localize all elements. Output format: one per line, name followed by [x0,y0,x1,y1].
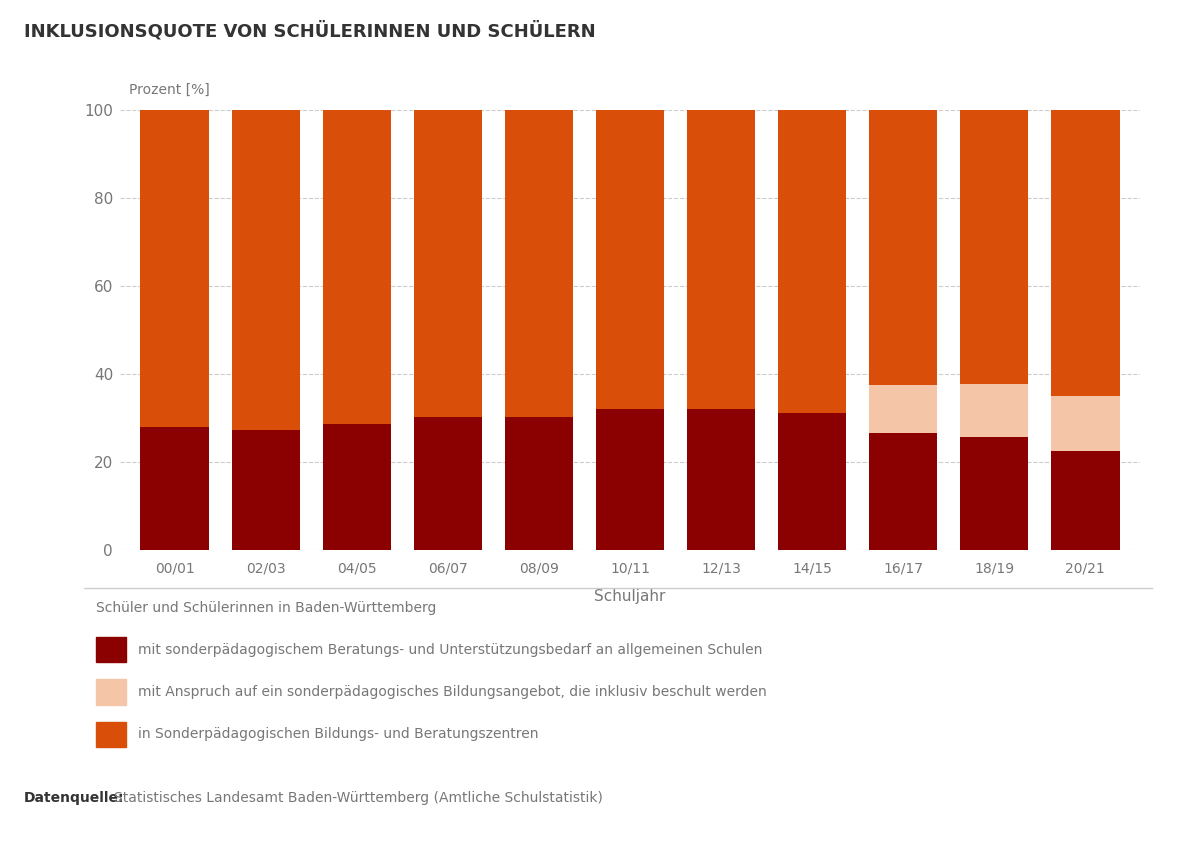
Bar [778,110,846,413]
Text: Statistisches Landesamt Baden-Württemberg (Amtliche Schulstatistik): Statistisches Landesamt Baden-Württember… [114,791,602,805]
Bar [1051,451,1120,550]
Bar [960,110,1028,384]
Bar [232,110,300,431]
Bar [778,413,846,550]
Bar [323,110,391,424]
Bar [505,110,574,417]
Bar [323,424,391,550]
Bar [869,110,937,385]
Text: Schüler und Schülerinnen in Baden-Württemberg: Schüler und Schülerinnen in Baden-Württe… [96,601,437,615]
Text: mit sonderpädagogischem Beratungs- und Unterstützungsbedarf an allgemeinen Schul: mit sonderpädagogischem Beratungs- und U… [138,643,762,656]
Text: in Sonderpädagogischen Bildungs- und Beratungszentren: in Sonderpädagogischen Bildungs- und Ber… [138,728,539,741]
Bar [1051,110,1120,396]
Bar [960,437,1028,550]
Bar [686,110,755,409]
Bar [140,110,209,426]
Bar [414,417,482,550]
Bar [1051,396,1120,451]
Bar [960,384,1028,437]
Text: Prozent [%]: Prozent [%] [130,83,210,96]
Bar [140,426,209,550]
Bar [686,409,755,550]
Text: mit Anspruch auf ein sonderpädagogisches Bildungsangebot, die inklusiv beschult : mit Anspruch auf ein sonderpädagogisches… [138,685,767,699]
Bar [414,110,482,417]
Bar [869,385,937,433]
Bar [869,433,937,550]
Bar [505,417,574,550]
Bar [596,110,664,409]
Bar [232,431,300,550]
Text: INKLUSIONSQUOTE VON SCHÜLERINNEN UND SCHÜLERN: INKLUSIONSQUOTE VON SCHÜLERINNEN UND SCH… [24,21,595,41]
Text: Datenquelle:: Datenquelle: [24,791,125,805]
Bar [596,409,664,550]
X-axis label: Schuljahr: Schuljahr [594,589,666,604]
